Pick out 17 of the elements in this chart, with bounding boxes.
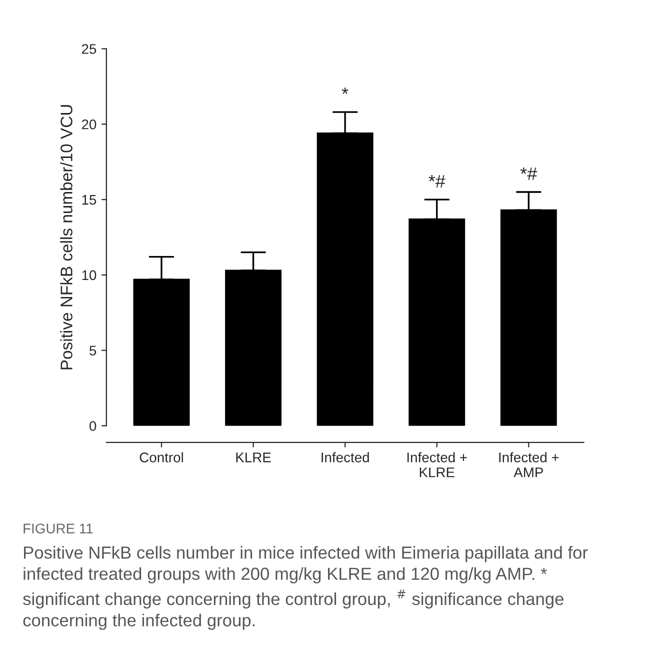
x-tick-label: Infected + KLRE bbox=[407, 452, 467, 478]
annotation: *# bbox=[520, 168, 538, 180]
y-tick-label: 15 bbox=[82, 195, 96, 205]
y-tick-label: 10 bbox=[82, 270, 96, 280]
annotation: * bbox=[342, 88, 348, 94]
caption: FIGURE 11 bbox=[24, 524, 93, 534]
text: Positive NFkB cells number in mice infected with Eimeria papillata and for infected treated groups with 200 mg/kg KLRE and 120 mg/kg AMP. * significant change concerning the control group, $^{#}$ significance change concerning the infected group. bbox=[23, 546, 588, 630]
y-tick-label: 25 bbox=[82, 44, 96, 54]
x-tick-label: KLRE bbox=[236, 452, 271, 462]
x-tick-label: Infected + AMP bbox=[499, 452, 559, 478]
y-tick-label: 20 bbox=[82, 119, 96, 130]
annotation: *# bbox=[428, 175, 446, 188]
y-tick-label: 5 bbox=[90, 346, 96, 356]
y-axis-title: Positive NFkB cells number/10 VCU bbox=[60, 105, 72, 370]
y-tick-label: 0 bbox=[90, 421, 96, 431]
x-tick-label: Infected bbox=[322, 452, 369, 462]
x-tick-label: Control bbox=[140, 452, 183, 462]
